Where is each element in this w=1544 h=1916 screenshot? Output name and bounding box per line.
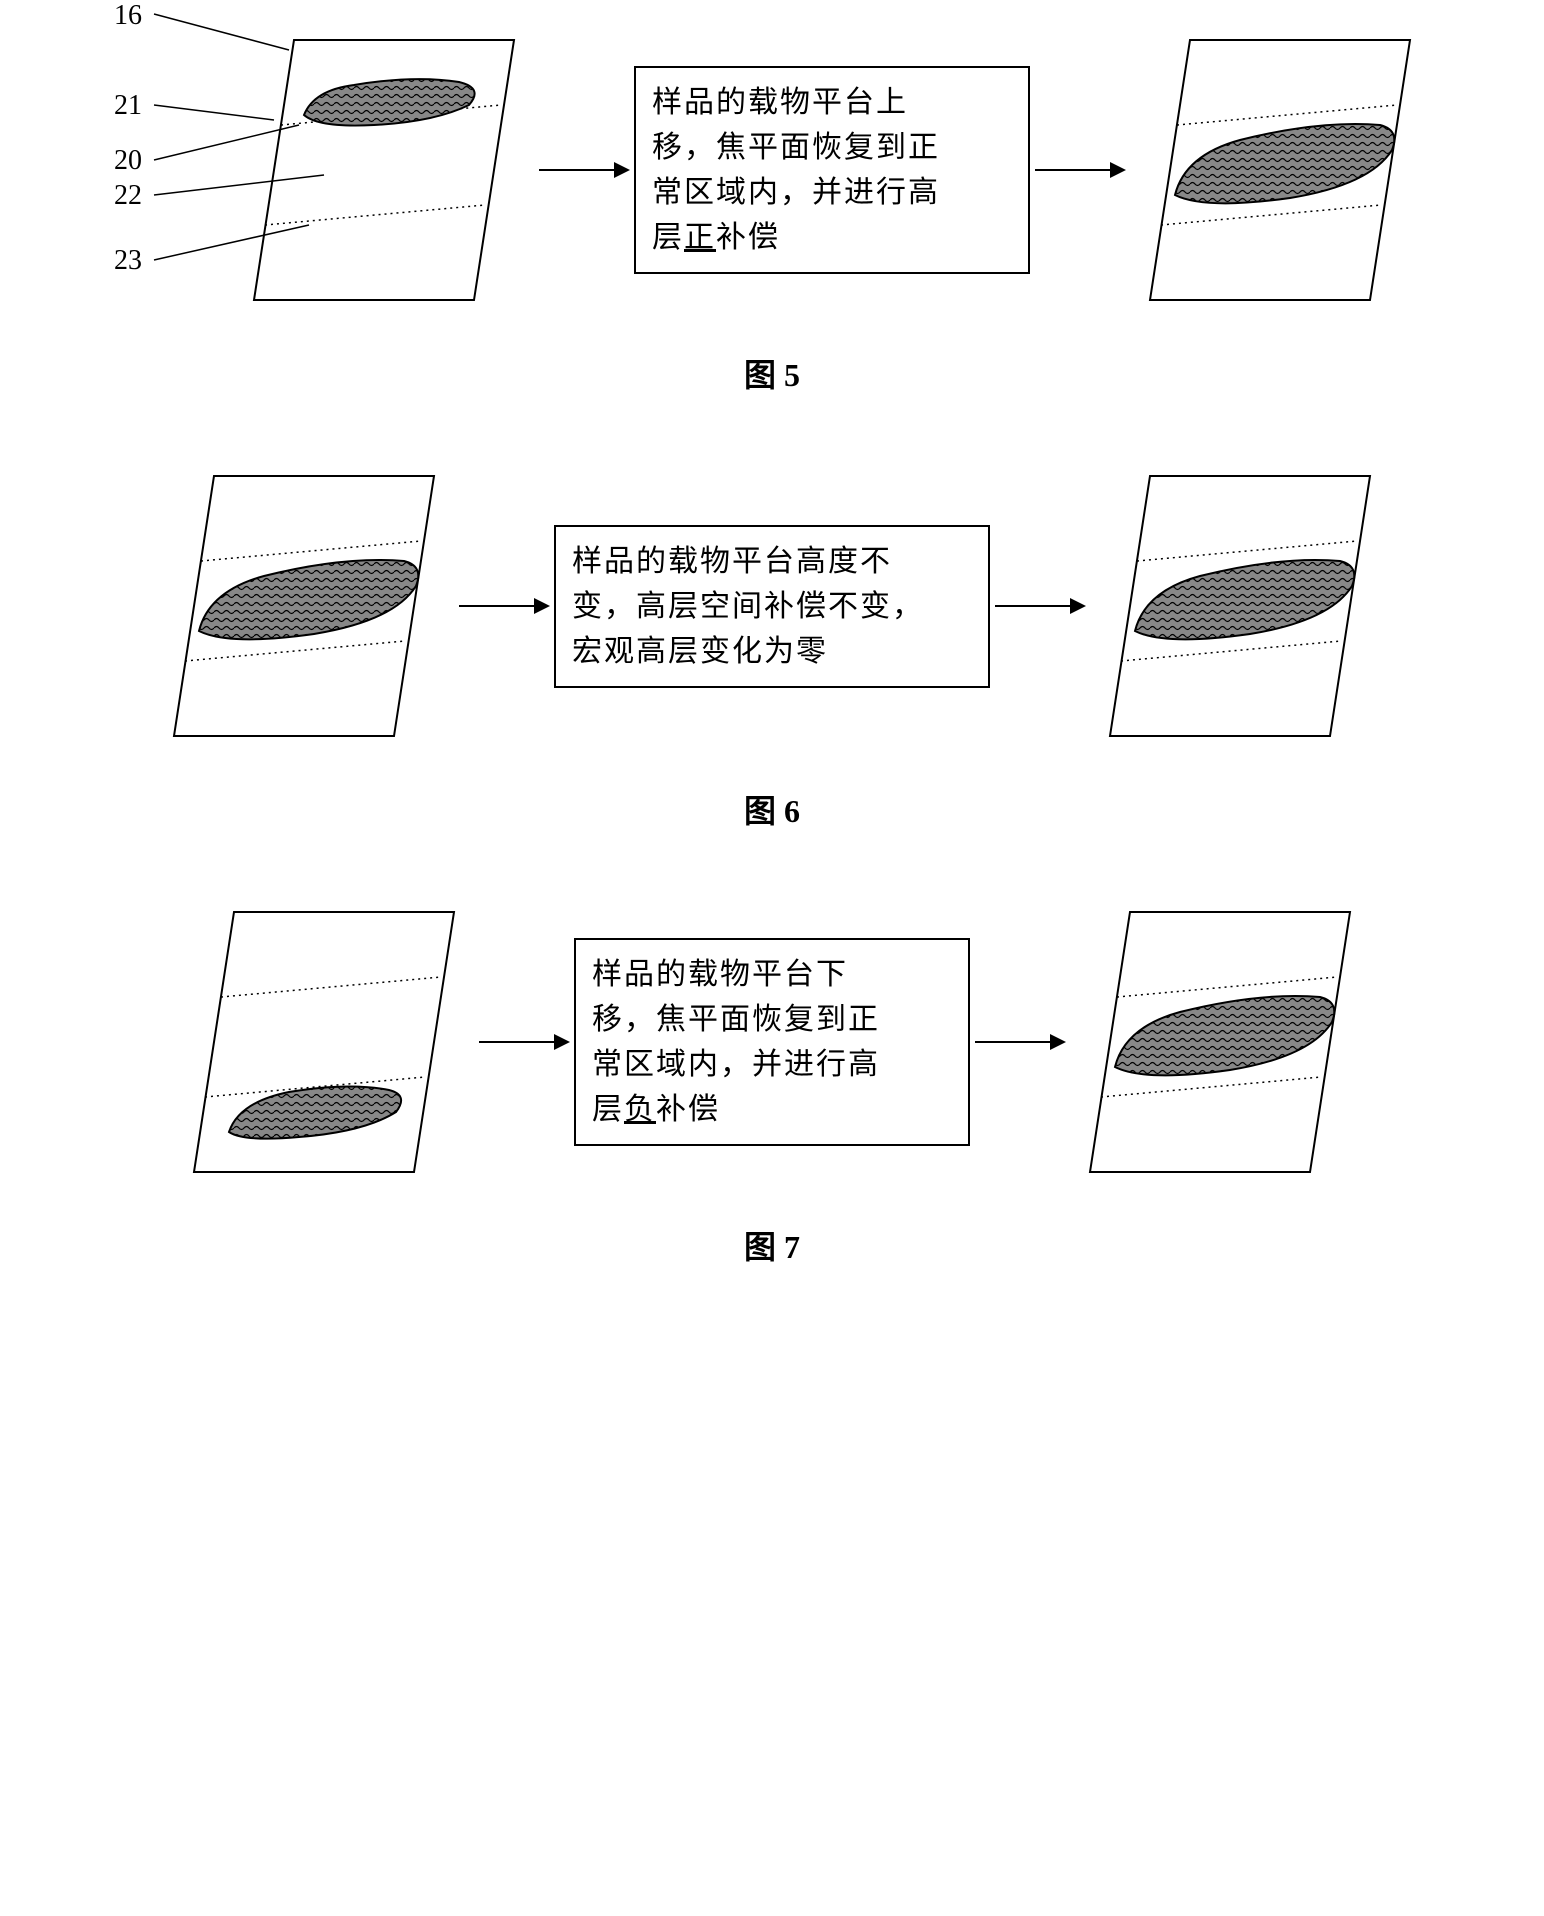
fig5-right-svg (1130, 20, 1430, 320)
label-22: 22 (114, 180, 142, 212)
fig5-left-panel: 16 21 20 22 23 (234, 20, 534, 320)
fig5-caption: 图 5 (20, 350, 1524, 396)
label-21: 21 (114, 90, 142, 122)
arrow-2 (1030, 150, 1130, 190)
label-20: 20 (114, 145, 142, 177)
fig7-line4b: 补偿 (656, 1093, 720, 1126)
fig5-line4a: 层 (652, 221, 684, 254)
fig7-left-svg (174, 892, 474, 1192)
fig7-line2: 移，焦平面恢复到正 (592, 1003, 880, 1036)
fig5-underline: 正 (684, 221, 716, 254)
fig5-line2: 移，焦平面恢复到正 (652, 131, 940, 164)
fig6-line2: 变，高层空间补偿不变， (572, 590, 924, 623)
fig6-left-svg (154, 456, 454, 756)
figure-6: 样品的载物平台高度不 变，高层空间补偿不变， 宏观高层变化为零 (20, 456, 1524, 832)
fig7-line3: 常区域内，并进行高 (592, 1048, 880, 1081)
fig7-right-svg (1070, 892, 1370, 1192)
fig6-right-svg (1090, 456, 1390, 756)
fig5-textbox: 样品的载物平台上 移，焦平面恢复到正 常区域内，并进行高 层正补偿 (634, 66, 1030, 274)
arrow-1 (534, 150, 634, 190)
fig5-line4b: 补偿 (716, 221, 780, 254)
fig5-label-column: 16 21 20 22 23 (114, 20, 224, 320)
figure-7: 样品的载物平台下 移，焦平面恢复到正 常区域内，并进行高 层负补偿 (20, 892, 1524, 1268)
arrow-3 (454, 586, 554, 626)
figure-5: 16 21 20 22 23 (20, 20, 1524, 396)
fig7-right-panel (1070, 892, 1370, 1192)
fig7-left-panel (174, 892, 474, 1192)
fig7-line1: 样品的载物平台下 (592, 958, 848, 991)
fig7-textbox: 样品的载物平台下 移，焦平面恢复到正 常区域内，并进行高 层负补偿 (574, 938, 970, 1146)
fig6-line3: 宏观高层变化为零 (572, 635, 828, 668)
arrow-5 (474, 1022, 574, 1062)
fig5-left-svg (234, 20, 534, 320)
fig6-left-panel (154, 456, 454, 756)
figure-7-row: 样品的载物平台下 移，焦平面恢复到正 常区域内，并进行高 层负补偿 (20, 892, 1524, 1192)
figure-6-row: 样品的载物平台高度不 变，高层空间补偿不变， 宏观高层变化为零 (20, 456, 1524, 756)
arrow-4 (990, 586, 1090, 626)
fig7-caption: 图 7 (20, 1222, 1524, 1268)
fig5-line3: 常区域内，并进行高 (652, 176, 940, 209)
arrow-6 (970, 1022, 1070, 1062)
fig5-line1: 样品的载物平台上 (652, 86, 908, 119)
label-23: 23 (114, 245, 142, 277)
fig6-textbox: 样品的载物平台高度不 变，高层空间补偿不变， 宏观高层变化为零 (554, 525, 990, 688)
label-16: 16 (114, 0, 142, 32)
fig7-line4a: 层 (592, 1093, 624, 1126)
fig6-right-panel (1090, 456, 1390, 756)
fig6-caption: 图 6 (20, 786, 1524, 832)
fig5-right-panel (1130, 20, 1430, 320)
fig7-underline: 负 (624, 1093, 656, 1126)
fig6-line1: 样品的载物平台高度不 (572, 545, 892, 578)
figure-5-row: 16 21 20 22 23 (20, 20, 1524, 320)
